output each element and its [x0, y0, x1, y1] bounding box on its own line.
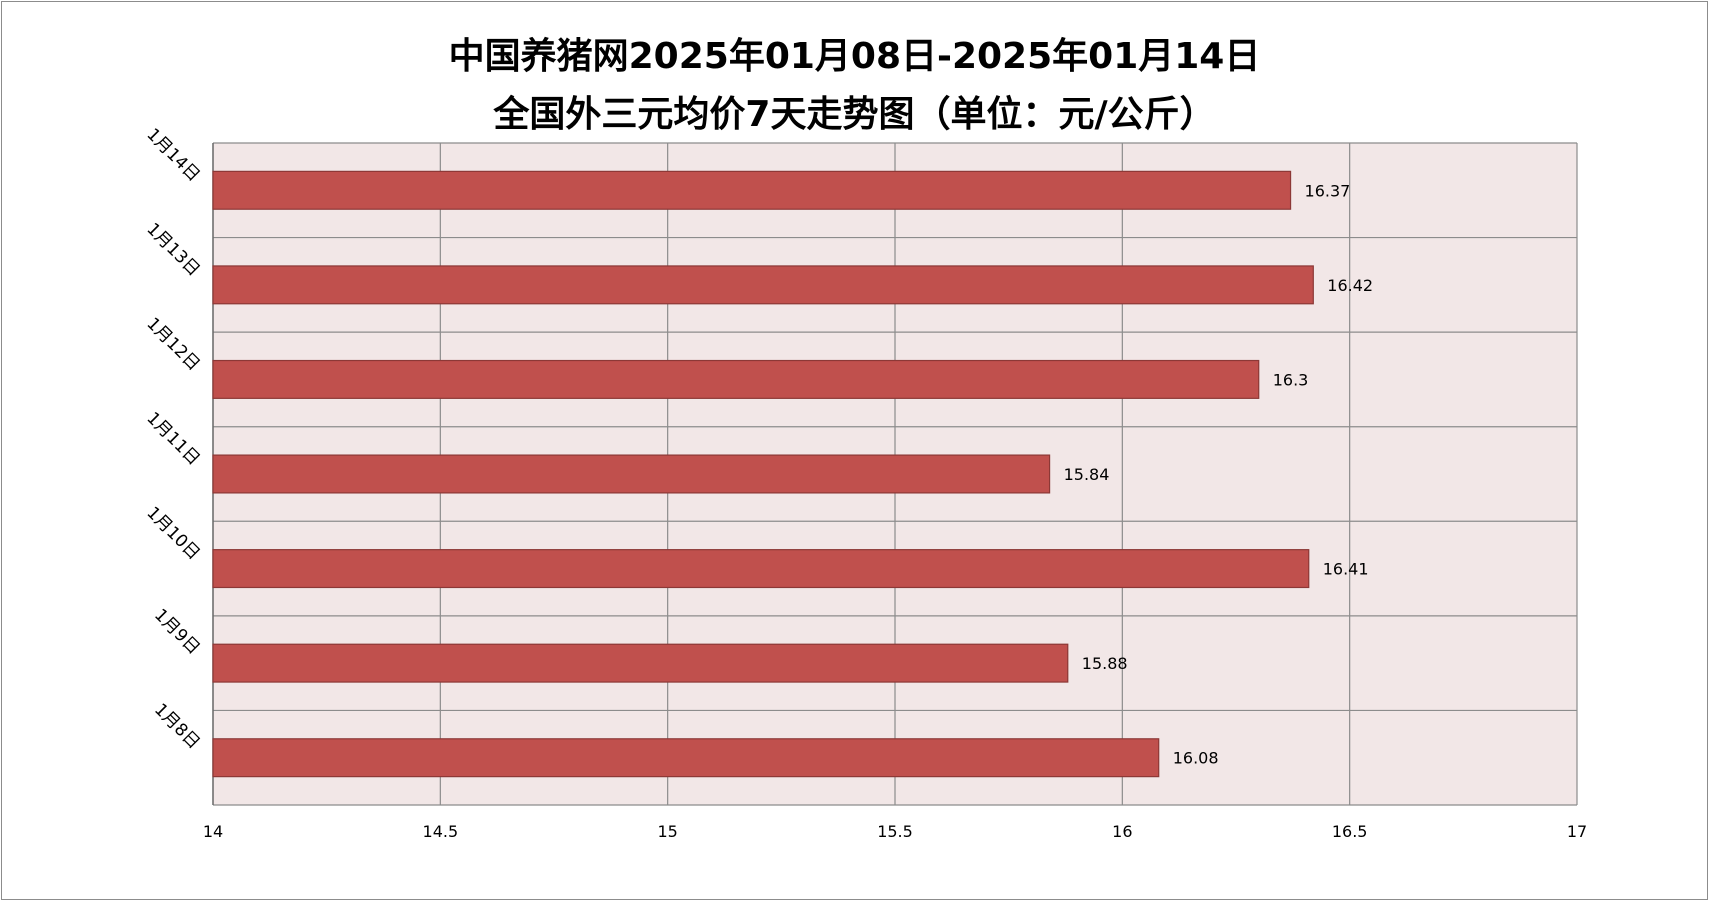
x-tick-label: 17 — [1567, 822, 1587, 841]
bar — [212, 549, 1310, 589]
chart-title: 中国养猪网2025年01月08日-2025年01月14日 全国外三元均价7天走势… — [0, 28, 1709, 144]
bar — [212, 643, 1069, 683]
category-label: 1月8日 — [150, 700, 203, 753]
x-axis-ticks: 14 14.5 15 15.5 16 16.5 17 — [203, 822, 1587, 841]
data-label: 16.37 — [1305, 181, 1351, 200]
data-label: 16.42 — [1327, 276, 1373, 295]
x-tick-label: 14.5 — [423, 822, 459, 841]
chart-title-line-1: 中国养猪网2025年01月08日-2025年01月14日 — [448, 36, 1261, 77]
category-label: 1月14日 — [142, 125, 203, 186]
bar — [212, 265, 1314, 305]
bar — [212, 738, 1160, 778]
bar — [212, 359, 1260, 399]
data-label: 16.08 — [1173, 749, 1219, 768]
x-tick-label: 14 — [203, 822, 223, 841]
category-label: 1月12日 — [142, 314, 203, 375]
category-label: 1月11日 — [142, 408, 203, 469]
category-label: 1月9日 — [150, 605, 203, 658]
x-tick-label: 15.5 — [877, 822, 913, 841]
category-label: 1月13日 — [142, 219, 203, 280]
x-tick-label: 16 — [1112, 822, 1132, 841]
x-tick-label: 15 — [657, 822, 677, 841]
bar — [212, 170, 1292, 210]
data-labels: 16.08 15.88 16.41 15.84 16.3 16.42 16.37 — [1064, 181, 1374, 767]
data-label: 15.88 — [1082, 654, 1128, 673]
x-tick-label: 16.5 — [1332, 822, 1368, 841]
y-axis-categories: 1月8日 1月9日 1月10日 1月11日 1月12日 1月13日 1月14日 — [142, 125, 203, 754]
data-label: 16.41 — [1323, 560, 1369, 579]
data-label: 16.3 — [1273, 370, 1309, 389]
category-label: 1月10日 — [142, 503, 203, 564]
bars — [212, 170, 1314, 778]
data-label: 15.84 — [1064, 465, 1110, 484]
bar — [212, 454, 1051, 494]
chart-title-line-2: 全国外三元均价7天走势图（单位：元/公斤） — [493, 94, 1216, 135]
